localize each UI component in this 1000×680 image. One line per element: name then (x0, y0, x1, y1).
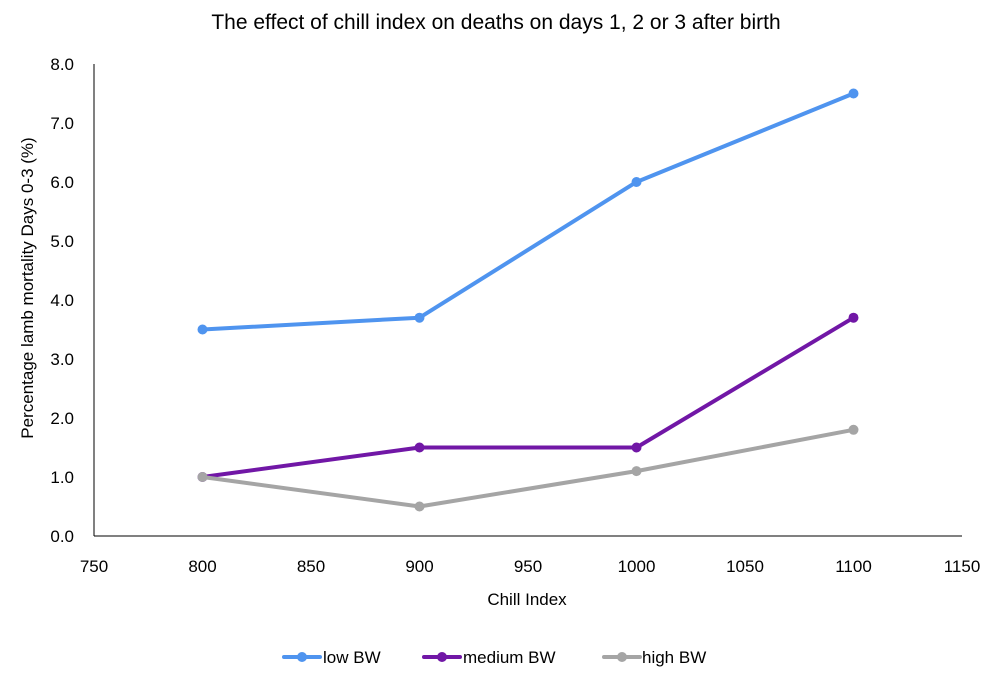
data-point-low-bw (848, 88, 859, 99)
data-point-high-bw (197, 472, 208, 482)
data-point-high-bw (414, 501, 425, 512)
x-tick-label: 900 (405, 557, 433, 576)
x-tick-label: 750 (80, 557, 108, 576)
x-tick-label: 850 (297, 557, 325, 576)
y-tick-label: 0.0 (50, 527, 74, 546)
y-tick-label: 5.0 (50, 232, 74, 251)
series-line-low-bw (200, 91, 856, 332)
y-tick-labels: 0.0 1.0 2.0 3.0 4.0 5.0 6.0 7.0 8.0 (50, 55, 74, 546)
x-tick-label: 1000 (618, 557, 656, 576)
data-point-medium-bw (631, 442, 642, 453)
y-tick-label: 3.0 (50, 350, 74, 369)
y-tick-label: 8.0 (50, 55, 74, 74)
x-tick-label: 1150 (944, 557, 981, 576)
data-point-high-bw (631, 466, 642, 477)
legend-label-low-bw: low BW (323, 648, 381, 667)
chart-title: The effect of chill index on deaths on d… (211, 11, 780, 34)
data-point-low-bw (414, 312, 425, 323)
y-axis-title: Percentage lamb mortality Days 0-3 (%) (18, 137, 37, 438)
x-tick-labels: 750 800 850 900 950 1000 1050 1100 1150 (80, 557, 980, 576)
y-tick-label: 2.0 (50, 409, 74, 428)
data-point-low-bw (631, 177, 642, 187)
data-point-medium-bw (848, 312, 859, 323)
axes (93, 64, 962, 537)
legend-marker-medium-bw (437, 652, 447, 662)
y-tick-label: 6.0 (50, 173, 74, 192)
legend-marker-low-bw (297, 652, 307, 662)
series-line-high-bw (200, 427, 856, 509)
y-tick-label: 4.0 (50, 291, 74, 310)
y-tick-label: 1.0 (50, 468, 74, 487)
legend-label-medium-bw: medium BW (463, 648, 556, 667)
series-group (197, 88, 859, 512)
x-tick-label: 1050 (726, 557, 764, 576)
legend: low BW medium BW high BW (282, 648, 706, 667)
legend-label-high-bw: high BW (642, 648, 706, 667)
y-tick-label: 7.0 (50, 114, 74, 133)
x-axis-title: Chill Index (487, 590, 567, 609)
data-point-medium-bw (414, 442, 425, 453)
series-line-medium-bw (200, 315, 856, 479)
data-point-high-bw (848, 424, 859, 435)
x-tick-label: 800 (188, 557, 216, 576)
x-tick-label: 950 (514, 557, 542, 576)
x-tick-label: 1100 (835, 557, 872, 576)
legend-marker-high-bw (617, 652, 627, 662)
data-point-low-bw (197, 324, 208, 335)
